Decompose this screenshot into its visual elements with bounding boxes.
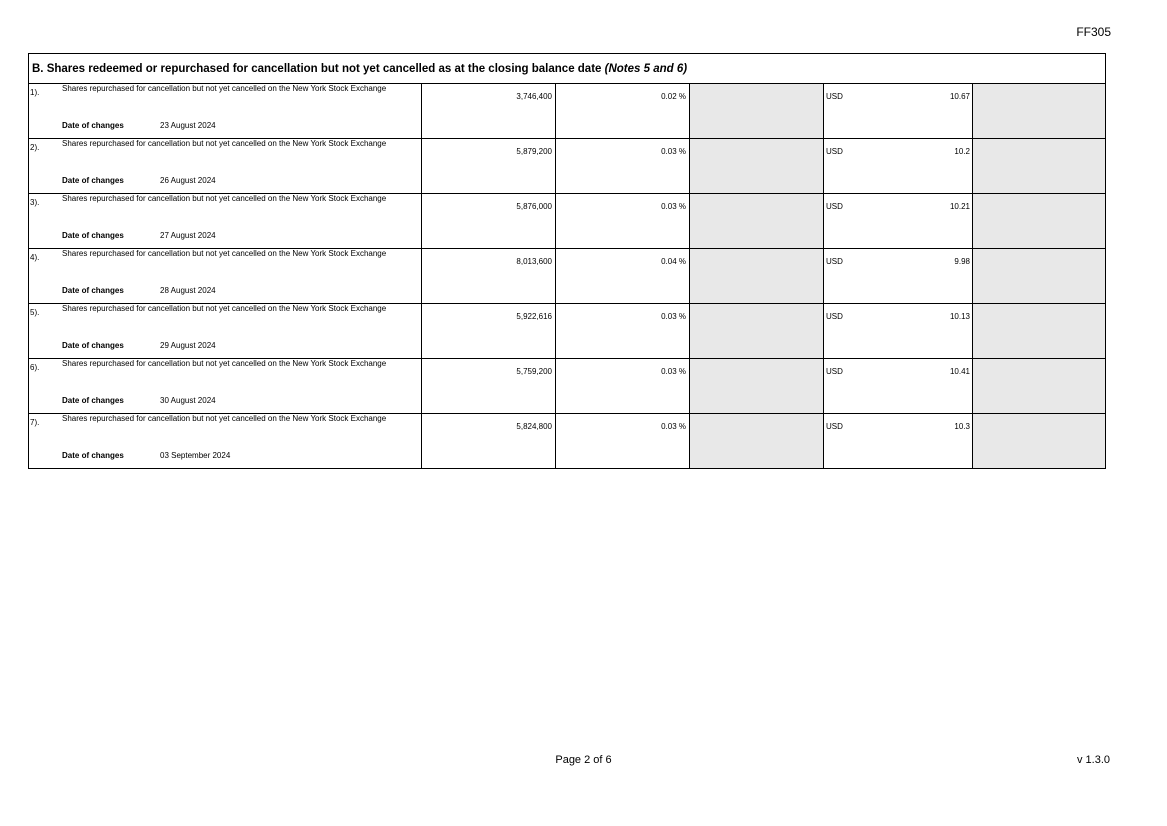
row-description: Shares repurchased for cancellation but … bbox=[62, 84, 387, 93]
row-description: Shares repurchased for cancellation but … bbox=[62, 194, 387, 203]
date-label: Date of changes bbox=[62, 176, 124, 185]
blank-grey-cell bbox=[972, 84, 1105, 138]
blank-grey-cell bbox=[972, 304, 1105, 358]
date-label: Date of changes bbox=[62, 341, 124, 350]
percent-cell: 0.02 % bbox=[555, 84, 689, 138]
date-of-changes: 29 August 2024 bbox=[160, 341, 216, 350]
row-index: 6). bbox=[30, 363, 40, 372]
currency: USD bbox=[826, 367, 843, 376]
price-cell: USD 10.67 bbox=[823, 84, 972, 138]
page-number: Page 2 of 6 bbox=[555, 754, 612, 766]
blank-grey-cell bbox=[689, 194, 823, 248]
blank-grey-cell bbox=[972, 414, 1105, 468]
price: 10.67 bbox=[949, 92, 970, 101]
price-cell: USD 10.13 bbox=[823, 304, 972, 358]
date-of-changes: 23 August 2024 bbox=[160, 121, 216, 130]
version: v 1.3.0 bbox=[1076, 754, 1110, 766]
table-row: 1). Shares repurchased for cancellation … bbox=[29, 84, 1105, 139]
price: 10.2 bbox=[954, 147, 970, 156]
row-index: 7). bbox=[30, 418, 40, 427]
shares-cell: 5,879,200 bbox=[421, 139, 555, 193]
blank-grey-cell bbox=[689, 139, 823, 193]
row-index: 3). bbox=[30, 198, 40, 207]
table-row: 7). Shares repurchased for cancellation … bbox=[29, 414, 1105, 468]
date-label: Date of changes bbox=[62, 121, 124, 130]
shares-table: B. Shares redeemed or repurchased for ca… bbox=[28, 53, 1106, 469]
percent-cell: 0.03 % bbox=[555, 139, 689, 193]
shares-cell: 5,876,000 bbox=[421, 194, 555, 248]
currency: USD bbox=[826, 92, 843, 101]
date-of-changes: 28 August 2024 bbox=[160, 286, 216, 295]
date-of-changes: 03 September 2024 bbox=[160, 451, 231, 460]
percent-cell: 0.03 % bbox=[555, 304, 689, 358]
blank-grey-cell bbox=[689, 359, 823, 413]
table-row: 4). Shares repurchased for cancellation … bbox=[29, 249, 1105, 304]
table-body: 1). Shares repurchased for cancellation … bbox=[29, 84, 1105, 468]
row-description: Shares repurchased for cancellation but … bbox=[62, 139, 387, 148]
row-description: Shares repurchased for cancellation but … bbox=[62, 249, 387, 258]
shares-cell: 5,922,616 bbox=[421, 304, 555, 358]
price-cell: USD 10.21 bbox=[823, 194, 972, 248]
percent-cell: 0.03 % bbox=[555, 359, 689, 413]
date-of-changes: 27 August 2024 bbox=[160, 231, 216, 240]
date-label: Date of changes bbox=[62, 396, 124, 405]
currency: USD bbox=[826, 202, 843, 211]
section-notes: (Notes 5 and 6) bbox=[604, 63, 688, 75]
shares-cell: 8,013,600 bbox=[421, 249, 555, 303]
price-cell: USD 10.41 bbox=[823, 359, 972, 413]
row-index: 5). bbox=[30, 308, 40, 317]
percent-cell: 0.03 % bbox=[555, 194, 689, 248]
blank-grey-cell bbox=[972, 194, 1105, 248]
date-of-changes: 30 August 2024 bbox=[160, 396, 216, 405]
price: 10.41 bbox=[949, 367, 970, 376]
price: 10.21 bbox=[949, 202, 970, 211]
shares-cell: 3,746,400 bbox=[421, 84, 555, 138]
currency: USD bbox=[826, 312, 843, 321]
currency: USD bbox=[826, 257, 843, 266]
blank-grey-cell bbox=[689, 304, 823, 358]
table-row: 5). Shares repurchased for cancellation … bbox=[29, 304, 1105, 359]
row-description: Shares repurchased for cancellation but … bbox=[62, 414, 387, 423]
price: 10.13 bbox=[949, 312, 970, 321]
form-code: FF305 bbox=[1076, 25, 1111, 39]
row-index: 4). bbox=[30, 253, 40, 262]
date-label: Date of changes bbox=[62, 286, 124, 295]
shares-cell: 5,759,200 bbox=[421, 359, 555, 413]
row-index: 1). bbox=[30, 88, 40, 97]
price: 9.98 bbox=[954, 257, 970, 266]
section-title: B. Shares redeemed or repurchased for ca… bbox=[32, 63, 602, 75]
date-label: Date of changes bbox=[62, 231, 124, 240]
price-cell: USD 10.3 bbox=[823, 414, 972, 468]
date-label: Date of changes bbox=[62, 451, 124, 460]
table-row: 2). Shares repurchased for cancellation … bbox=[29, 139, 1105, 194]
blank-grey-cell bbox=[972, 359, 1105, 413]
shares-cell: 5,824,800 bbox=[421, 414, 555, 468]
percent-cell: 0.04 % bbox=[555, 249, 689, 303]
blank-grey-cell bbox=[689, 84, 823, 138]
table-row: 3). Shares repurchased for cancellation … bbox=[29, 194, 1105, 249]
section-header: B. Shares redeemed or repurchased for ca… bbox=[29, 54, 1105, 84]
blank-grey-cell bbox=[689, 414, 823, 468]
blank-grey-cell bbox=[972, 139, 1105, 193]
row-description: Shares repurchased for cancellation but … bbox=[62, 359, 387, 368]
row-description: Shares repurchased for cancellation but … bbox=[62, 304, 387, 313]
currency: USD bbox=[826, 147, 843, 156]
table-row: 6). Shares repurchased for cancellation … bbox=[29, 359, 1105, 414]
price-cell: USD 10.2 bbox=[823, 139, 972, 193]
price: 10.3 bbox=[954, 422, 970, 431]
blank-grey-cell bbox=[689, 249, 823, 303]
row-index: 2). bbox=[30, 143, 40, 152]
price-cell: USD 9.98 bbox=[823, 249, 972, 303]
blank-grey-cell bbox=[972, 249, 1105, 303]
date-of-changes: 26 August 2024 bbox=[160, 176, 216, 185]
percent-cell: 0.03 % bbox=[555, 414, 689, 468]
currency: USD bbox=[826, 422, 843, 431]
